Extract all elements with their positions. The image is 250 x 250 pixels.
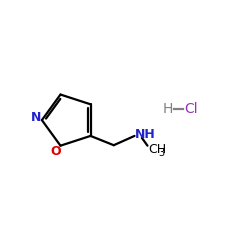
Text: NH: NH	[135, 128, 156, 141]
Text: H: H	[162, 102, 173, 116]
Text: O: O	[51, 144, 62, 158]
Text: 3: 3	[158, 148, 164, 158]
Text: Cl: Cl	[184, 102, 198, 116]
Text: CH: CH	[149, 143, 167, 156]
Text: N: N	[31, 111, 42, 124]
